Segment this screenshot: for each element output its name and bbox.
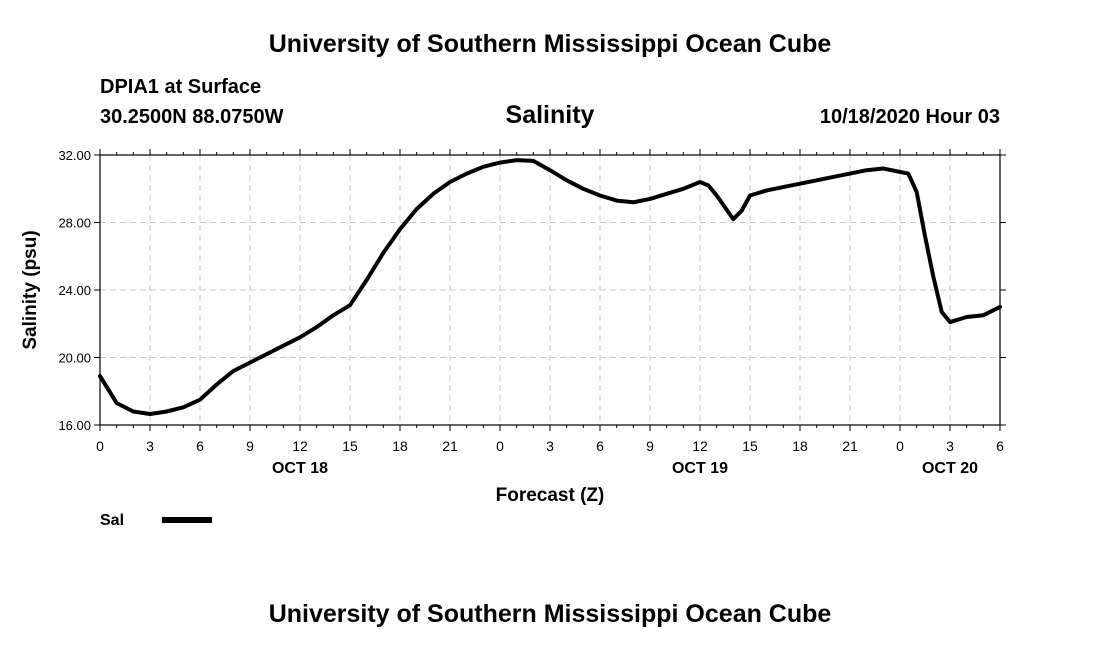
x-tick-label: 18 [392, 438, 408, 454]
station-label: DPIA1 at Surface [100, 76, 262, 98]
y-tick-label: 32.00 [58, 148, 91, 163]
x-tick-label: 6 [996, 438, 1004, 454]
x-axis-label: Forecast (Z) [496, 485, 605, 506]
x-tick-label: 9 [646, 438, 654, 454]
x-tick-label: 21 [842, 438, 858, 454]
x-tick-label: 21 [442, 438, 458, 454]
header-title-top: University of Southern Mississippi Ocean… [268, 30, 832, 58]
x-tick-label: 0 [896, 438, 904, 454]
x-tick-label: 0 [96, 438, 104, 454]
y-tick-label: 28.00 [58, 216, 91, 231]
datetime-label: 10/18/2020 Hour 03 [819, 106, 1000, 128]
x-tick-label: 3 [946, 438, 954, 454]
day-label: OCT 18 [272, 460, 328, 477]
x-tick-label: 3 [146, 438, 154, 454]
x-tick-label: 3 [546, 438, 554, 454]
day-label: OCT 19 [672, 460, 728, 477]
coords-label: 30.2500N 88.0750W [100, 106, 284, 128]
series-line-sal [98, 158, 1002, 416]
x-tick-label: 18 [792, 438, 808, 454]
y-tick-label: 24.00 [58, 283, 91, 298]
x-tick-label: 0 [496, 438, 504, 454]
x-tick-label: 9 [246, 438, 254, 454]
x-tick-label: 12 [692, 438, 708, 454]
footer-title: University of Southern Mississippi Ocean… [268, 600, 832, 628]
day-label: OCT 20 [922, 460, 978, 477]
y-axis-label: Salinity (psu) [20, 230, 41, 349]
legend-label: Sal [100, 512, 124, 529]
y-tick-label: 20.00 [58, 351, 91, 366]
x-tick-label: 15 [342, 438, 358, 454]
chart-title: Salinity [505, 101, 595, 129]
y-tick-label: 16.00 [58, 418, 91, 433]
x-tick-label: 12 [292, 438, 308, 454]
x-tick-label: 15 [742, 438, 758, 454]
x-tick-label: 6 [196, 438, 204, 454]
x-tick-label: 6 [596, 438, 604, 454]
plot-frame [99, 154, 1001, 426]
